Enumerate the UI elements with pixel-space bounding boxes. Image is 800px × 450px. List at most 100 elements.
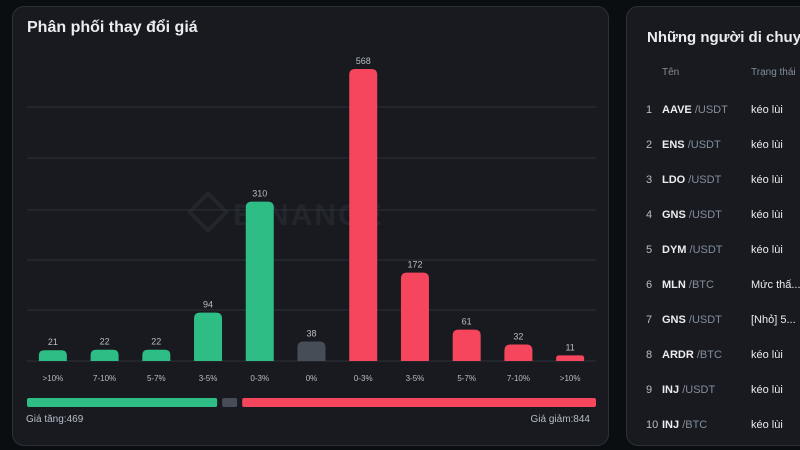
chart-category-label: 0-3% xyxy=(250,374,269,383)
mover-base-asset: DYM xyxy=(662,244,687,256)
movers-title: Những người di chuyển xyxy=(647,29,800,46)
mover-base-asset: INJ xyxy=(662,384,680,396)
mover-status: kéo lùi xyxy=(751,349,783,361)
mover-symbol: INJ /USDT xyxy=(662,384,715,396)
mover-symbol: GNS /USDT xyxy=(662,209,722,221)
chart-bar xyxy=(297,341,326,361)
chart-category-label: 3-5% xyxy=(406,374,425,383)
mover-symbol: MLN /BTC xyxy=(662,279,714,291)
mover-base-asset: ARDR xyxy=(662,349,694,361)
chart-bar xyxy=(504,344,533,361)
chart-bar xyxy=(194,312,223,361)
mover-status: kéo lùi xyxy=(751,104,783,116)
mover-symbol: AAVE /USDT xyxy=(662,104,728,116)
chart-category-label: >10% xyxy=(560,374,581,383)
chart-bar xyxy=(245,201,274,361)
mover-row[interactable]: 6 MLN /BTC Mức thấ... xyxy=(627,279,800,299)
mover-row[interactable]: 1 AAVE /USDT kéo lùi xyxy=(627,104,800,124)
ratio-bar-up xyxy=(27,398,218,407)
chart-value-label: 22 xyxy=(100,337,110,347)
mover-quote-asset: /USDT xyxy=(694,104,728,116)
mover-symbol: ARDR /BTC xyxy=(662,349,722,361)
chart-value-label: 32 xyxy=(513,332,523,342)
distribution-chart: 21 >10% 22 7-10% 22 5-7% 94 3-5% 310 0-3% 38 0% 568 0… xyxy=(27,56,597,407)
fall-count-label: Giá giảm:844 xyxy=(530,414,590,425)
mover-status: kéo lùi xyxy=(751,209,783,221)
chart-category-label: 0-3% xyxy=(354,374,373,383)
chart-category-label: 3-5% xyxy=(199,374,218,383)
mover-status: Mức thấ... xyxy=(751,279,800,291)
chart-value-label: 11 xyxy=(565,342,574,352)
chart-category-label: 7-10% xyxy=(507,374,530,383)
chart-category-label: >10% xyxy=(43,374,64,383)
mover-quote-asset: /BTC xyxy=(696,349,722,361)
top-movers-panel: Những người di chuyển Tên Trạng thái 1 AA… xyxy=(626,6,800,446)
mover-quote-asset: /USDT xyxy=(682,384,716,396)
name-column-header: Tên xyxy=(662,67,680,78)
chart-category-label: 7-10% xyxy=(93,374,116,383)
mover-quote-asset: /USDT xyxy=(688,314,722,326)
mover-status: [Nhỏ] 5... xyxy=(751,314,796,326)
ratio-bar-flat xyxy=(222,398,238,407)
mover-base-asset: INJ xyxy=(662,419,680,431)
mover-symbol: GNS /USDT xyxy=(662,314,722,326)
mover-status: kéo lùi xyxy=(751,419,783,431)
chart-value-label: 94 xyxy=(203,300,213,310)
mover-row[interactable]: 8 ARDR /BTC kéo lùi xyxy=(627,349,800,369)
mover-base-asset: MLN xyxy=(662,279,686,291)
mover-row[interactable]: 4 GNS /USDT kéo lùi xyxy=(627,209,800,229)
mover-rank: 10 xyxy=(646,419,659,431)
mover-symbol: DYM /USDT xyxy=(662,244,723,256)
mover-row[interactable]: 5 DYM /USDT kéo lùi xyxy=(627,244,800,264)
mover-base-asset: GNS xyxy=(662,209,686,221)
chart-bar xyxy=(556,355,585,361)
rise-count-label: Giá tăng:469 xyxy=(26,414,84,425)
mover-quote-asset: /BTC xyxy=(688,279,714,291)
chart-category-label: 0% xyxy=(306,374,318,383)
mover-status: kéo lùi xyxy=(751,174,783,186)
mover-row[interactable]: 2 ENS /USDT kéo lùi xyxy=(627,139,800,159)
mover-base-asset: ENS xyxy=(662,139,685,151)
chart-value-label: 568 xyxy=(356,56,371,66)
chart-value-label: 22 xyxy=(151,337,161,347)
chart-value-label: 172 xyxy=(407,260,422,270)
mover-quote-asset: /BTC xyxy=(682,419,708,431)
mover-base-asset: GNS xyxy=(662,314,686,326)
mover-base-asset: AAVE xyxy=(662,104,692,116)
chart-bar xyxy=(349,69,378,361)
mover-quote-asset: /USDT xyxy=(688,209,722,221)
mover-rank: 2 xyxy=(646,139,653,151)
chart-bar xyxy=(38,350,67,361)
mover-row[interactable]: 3 LDO /USDT kéo lùi xyxy=(627,174,800,194)
ratio-bar-down xyxy=(242,398,597,407)
mover-rank: 7 xyxy=(646,314,653,326)
mover-status: kéo lùi xyxy=(751,139,783,151)
mover-rank: 1 xyxy=(646,104,653,116)
status-column-header: Trạng thái xyxy=(751,67,796,78)
mover-row[interactable]: 9 INJ /USDT kéo lùi xyxy=(627,384,800,404)
chart-value-label: 21 xyxy=(48,337,58,347)
mover-rank: 6 xyxy=(646,279,653,291)
mover-quote-asset: /USDT xyxy=(687,139,721,151)
mover-symbol: LDO /USDT xyxy=(662,174,721,186)
mover-row[interactable]: 7 GNS /USDT [Nhỏ] 5... xyxy=(627,314,800,334)
mover-quote-asset: /USDT xyxy=(688,174,722,186)
chart-category-label: 5-7% xyxy=(147,374,166,383)
mover-rank: 5 xyxy=(646,244,653,256)
chart-bar xyxy=(400,272,429,361)
distribution-title: Phân phối thay đổi giá xyxy=(27,19,198,36)
mover-rank: 4 xyxy=(646,209,653,221)
mover-quote-asset: /USDT xyxy=(689,244,723,256)
mover-base-asset: LDO xyxy=(662,174,686,186)
chart-bar xyxy=(142,349,171,361)
mover-rank: 8 xyxy=(646,349,653,361)
mover-rank: 3 xyxy=(646,174,653,186)
mover-symbol: INJ /BTC xyxy=(662,419,707,431)
mover-row[interactable]: 10 INJ /BTC kéo lùi xyxy=(627,419,800,439)
mover-status: kéo lùi xyxy=(751,244,783,256)
chart-value-label: 38 xyxy=(306,328,316,338)
price-change-distribution-panel: Phân phối thay đổi giá BINANCE 21 >10% 22 7… xyxy=(12,6,609,446)
mover-rank: 9 xyxy=(646,384,653,396)
chart-category-label: 5-7% xyxy=(457,374,476,383)
chart-value-label: 61 xyxy=(462,317,472,327)
